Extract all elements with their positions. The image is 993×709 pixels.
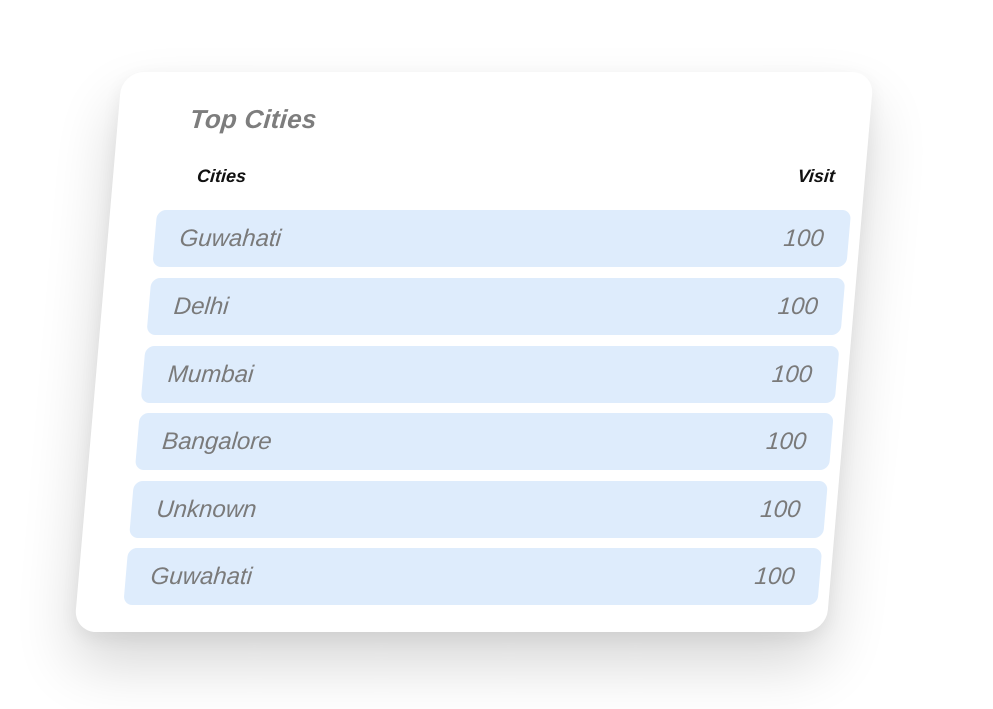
top-cities-card: Top Cities Cities Visit Guwahati 100 Del… (73, 72, 874, 632)
visit-count: 100 (782, 225, 825, 252)
visit-count: 100 (753, 563, 796, 590)
city-name: Guwahati (149, 563, 254, 590)
visit-count: 100 (759, 496, 802, 523)
city-row[interactable]: Bangalore 100 (134, 413, 834, 470)
city-row[interactable]: Guwahati 100 (123, 548, 823, 605)
card-title: Top Cities (188, 104, 318, 134)
city-name: Unknown (155, 496, 258, 523)
city-name: Bangalore (161, 428, 273, 455)
city-name: Guwahati (178, 225, 283, 252)
card-content: Top Cities Cities Visit Guwahati 100 Del… (74, 72, 874, 632)
city-name: Delhi (172, 293, 230, 320)
city-row[interactable]: Delhi 100 (146, 278, 846, 335)
visit-count: 100 (776, 293, 820, 320)
city-name: Mumbai (166, 361, 255, 388)
visit-count: 100 (770, 361, 814, 388)
city-row[interactable]: Mumbai 100 (140, 346, 840, 403)
city-row[interactable]: Guwahati 100 (152, 210, 852, 267)
visit-count: 100 (765, 428, 808, 455)
column-header-cities: Cities (196, 166, 247, 186)
city-row[interactable]: Unknown 100 (129, 481, 828, 538)
column-header-visit: Visit (796, 166, 836, 186)
